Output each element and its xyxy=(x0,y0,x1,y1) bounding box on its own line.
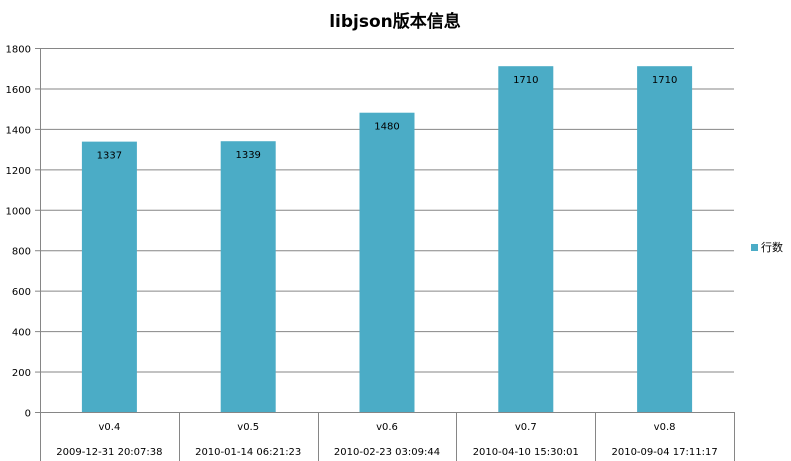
y-tick-label: 1200 xyxy=(6,166,31,177)
data-label: 1337 xyxy=(97,151,122,162)
legend: 行数 xyxy=(751,241,783,254)
data-label: 1480 xyxy=(374,122,399,133)
data-label: 1339 xyxy=(235,150,260,161)
y-tick-label: 1600 xyxy=(6,85,31,96)
y-tick-label: 0 xyxy=(25,409,31,420)
chart-title: libjson版本信息 xyxy=(329,11,461,32)
x-subcategory-label: 2010-09-04 17:11:17 xyxy=(611,447,717,458)
y-tick-label: 1400 xyxy=(6,125,31,136)
x-category-label: v0.8 xyxy=(654,422,676,433)
bar xyxy=(359,112,415,412)
bar xyxy=(498,66,554,412)
bar xyxy=(81,141,137,412)
y-tick-label: 600 xyxy=(12,287,31,298)
x-subcategory-label: 2010-02-23 03:09:44 xyxy=(334,447,440,458)
x-subcategory-label: 2009-12-31 20:07:38 xyxy=(56,447,162,458)
x-subcategory-label: 2010-04-10 15:30:01 xyxy=(473,447,579,458)
legend-swatch xyxy=(751,244,758,251)
y-tick-label: 800 xyxy=(12,247,31,258)
x-category-label: v0.5 xyxy=(237,422,259,433)
x-category-label: v0.4 xyxy=(98,422,120,433)
x-category-label: v0.6 xyxy=(376,422,398,433)
x-category-label: v0.7 xyxy=(515,422,537,433)
x-subcategory-label: 2010-01-14 06:21:23 xyxy=(195,447,301,458)
y-tick-label: 1000 xyxy=(6,206,31,217)
legend-label: 行数 xyxy=(761,241,783,254)
axes: 0 200 400 600 800 1000 1200 1400 1600 1800 v0.4 200… xyxy=(6,45,735,461)
data-label: 1710 xyxy=(513,75,538,86)
data-label: 1710 xyxy=(652,75,677,86)
y-tick-label: 400 xyxy=(12,328,31,339)
y-tick-label: 200 xyxy=(12,368,31,379)
bar xyxy=(220,141,276,413)
data-labels: 1337 1339 1480 1710 1710 xyxy=(97,75,678,161)
y-tick-label: 1800 xyxy=(6,45,31,56)
bar xyxy=(637,66,693,412)
bars xyxy=(81,66,693,413)
